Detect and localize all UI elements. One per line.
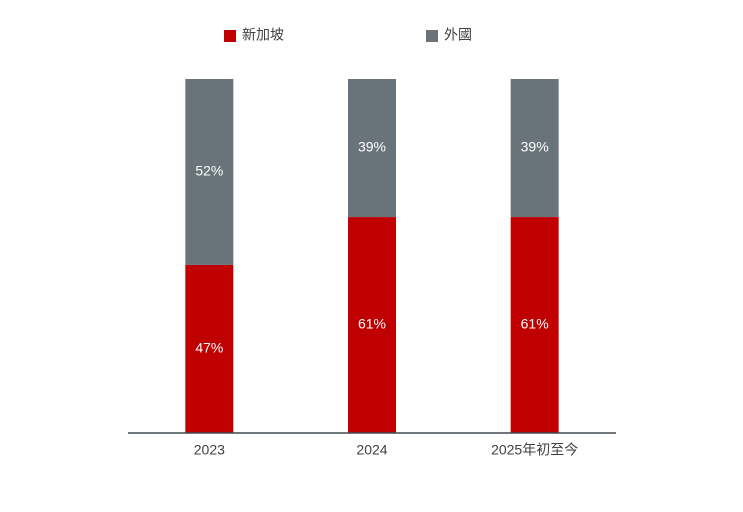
bar-segment: [185, 264, 234, 433]
data-label: 61%: [358, 316, 386, 332]
legend-swatch: [426, 30, 438, 42]
bar-segment: [185, 79, 234, 265]
x-tick-label: 2025年初至今: [491, 442, 578, 458]
data-label: 39%: [521, 139, 549, 155]
x-tick-label: 2023: [194, 442, 225, 458]
legend-label: 外國: [444, 27, 472, 43]
legend-swatch: [224, 30, 236, 42]
bar-segment: [510, 79, 559, 218]
bar-segment: [348, 217, 396, 433]
bar-segment: [510, 217, 559, 433]
data-label: 47%: [195, 340, 223, 356]
legend-label: 新加坡: [242, 27, 284, 43]
x-tick-label: 2024: [356, 442, 387, 458]
data-label: 61%: [521, 316, 549, 332]
bar-segment: [348, 79, 396, 218]
data-label: 39%: [358, 139, 386, 155]
data-label: 52%: [195, 163, 223, 179]
